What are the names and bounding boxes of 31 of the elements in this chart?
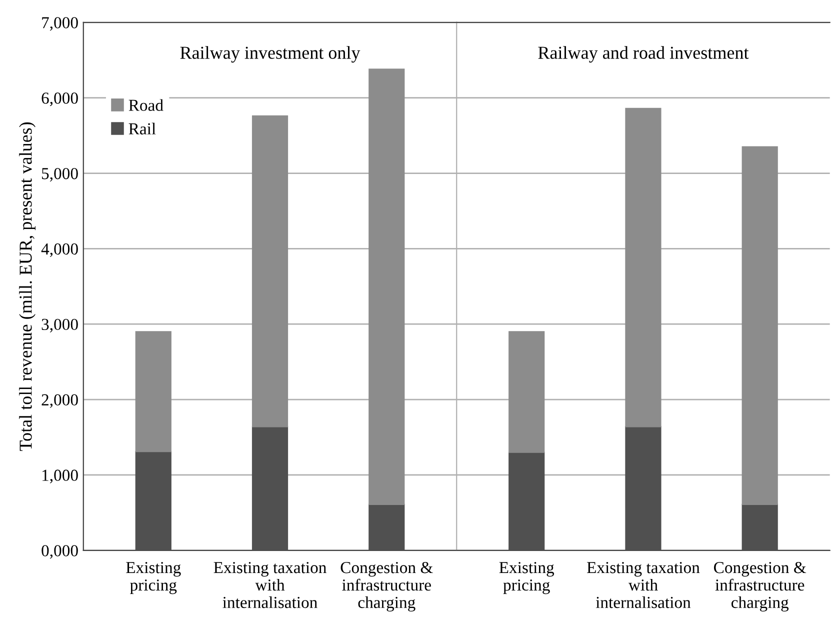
bar <box>368 68 405 505</box>
x-tick-label: Existing pricing <box>126 562 181 594</box>
annotation: Railway investment only <box>180 46 360 63</box>
y-axis-title: Total toll revenue (mill. EUR, present values) <box>19 122 36 451</box>
x-tick-label: Existing pricing <box>499 562 554 594</box>
bar <box>742 146 778 505</box>
bar <box>252 115 288 428</box>
y-tick-label: 2,000 <box>42 394 78 408</box>
y-tick-label: 4,000 <box>41 243 78 258</box>
bar <box>625 426 662 550</box>
annotation: Railway and road investment <box>538 46 749 63</box>
x-tick-label: Congestion & infrastructure charging <box>714 562 806 612</box>
legend-label: Rail <box>128 122 156 134</box>
y-tick-label: 7,000 <box>42 17 78 31</box>
bar <box>135 331 172 452</box>
bar <box>508 452 545 550</box>
bar <box>368 504 405 550</box>
y-tick-label: 3,000 <box>42 318 78 332</box>
bar <box>742 504 778 550</box>
x-tick-label: Existing taxation with internalisation <box>214 562 326 608</box>
bar <box>135 451 172 550</box>
y-tick-label: 0,000 <box>42 545 78 559</box>
bar <box>625 108 662 428</box>
x-tick-label: Congestion & infrastructure charging <box>340 562 433 612</box>
bar <box>508 331 545 453</box>
bar <box>252 426 288 550</box>
legend-label: Road <box>128 99 164 111</box>
y-tick-label: 6,000 <box>42 92 78 106</box>
x-tick-label: Existing taxation with internalisation <box>586 562 700 608</box>
y-tick-label: 5,000 <box>42 168 78 182</box>
y-tick-label: 1,000 <box>42 470 78 484</box>
